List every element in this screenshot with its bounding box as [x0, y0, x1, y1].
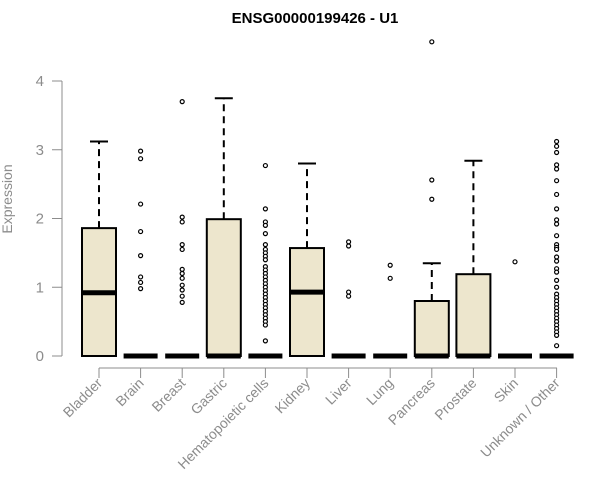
outlier-point	[262, 231, 268, 237]
outlier-point	[179, 214, 185, 220]
y-ticks: 0 1 2 3 4	[36, 73, 62, 365]
outlier-point	[138, 156, 144, 162]
outlier-point	[553, 191, 560, 198]
outlier-point	[429, 196, 435, 202]
outlier-point	[179, 270, 185, 277]
outlier-point	[553, 233, 560, 239]
outlier-point	[387, 262, 393, 268]
outlier-point	[262, 322, 268, 328]
outlier-point	[387, 275, 393, 281]
y-tick-label: 4	[36, 73, 44, 90]
x-tick-label: Lung	[363, 375, 396, 408]
outlier-point	[179, 275, 185, 281]
x-tick-label: Breast	[148, 375, 188, 415]
outlier-point	[512, 259, 518, 265]
outlier-point	[262, 162, 268, 169]
x-tick-label: Brain	[112, 375, 146, 409]
x-tick-label: Prostate	[431, 375, 479, 423]
box-group	[331, 239, 366, 359]
x-tick-label: Kidney	[272, 375, 314, 417]
box-group	[165, 99, 200, 359]
box-group	[123, 148, 158, 359]
outlier-point	[262, 257, 268, 263]
outlier-point	[429, 177, 435, 183]
box-group	[455, 159, 492, 359]
outlier-point	[553, 254, 560, 260]
outlier-point	[262, 206, 268, 212]
outlier-point	[179, 299, 185, 305]
outlier-point	[138, 201, 144, 207]
x-tick-label: Skin	[491, 375, 522, 406]
outlier-point	[179, 246, 185, 253]
box	[455, 273, 492, 357]
outlier-point	[346, 239, 352, 245]
y-tick-label: 3	[36, 142, 44, 159]
box-group	[205, 97, 242, 359]
box-group	[81, 140, 117, 357]
y-tick-label: 2	[36, 211, 44, 228]
box-group	[248, 162, 283, 359]
outlier-point	[346, 293, 352, 299]
x-tick-label: Bladder	[60, 375, 106, 421]
outlier-point	[179, 293, 185, 299]
y-axis-label: Expression	[0, 164, 15, 233]
outlier-point	[553, 149, 560, 156]
outlier-point	[553, 343, 560, 349]
outlier-point	[553, 258, 560, 264]
outlier-point	[553, 269, 560, 275]
outlier-point	[179, 287, 185, 293]
outlier-point	[553, 277, 560, 283]
y-tick-label: 1	[36, 279, 44, 296]
box-group	[498, 259, 532, 359]
box-group	[373, 262, 408, 359]
outlier-point	[553, 284, 560, 290]
outlier-point	[138, 228, 144, 235]
outlier-point	[138, 279, 144, 286]
outlier-point	[553, 206, 560, 212]
box	[289, 247, 325, 357]
outlier-point	[138, 286, 144, 292]
outlier-point	[179, 99, 185, 105]
boxes	[81, 39, 574, 359]
outlier-point	[262, 222, 268, 228]
outlier-point	[553, 217, 560, 223]
outlier-point	[553, 138, 560, 145]
outlier-point	[346, 243, 352, 249]
outlier-point	[346, 289, 352, 295]
outlier-point	[553, 221, 560, 227]
box-group	[413, 39, 450, 359]
outlier-point	[179, 282, 185, 288]
outlier-point	[553, 166, 560, 172]
x-tick-label: Unknown / Other	[477, 375, 563, 461]
outlier-point	[179, 219, 185, 225]
box-group	[539, 138, 574, 359]
box	[413, 300, 450, 357]
outlier-point	[262, 242, 268, 248]
outlier-point	[179, 242, 185, 248]
outlier-point	[553, 332, 560, 338]
outlier-point	[179, 266, 185, 272]
outlier-point	[553, 178, 560, 184]
outlier-point	[262, 338, 268, 344]
outlier-point	[429, 39, 435, 45]
outlier-point	[138, 253, 144, 259]
box	[205, 218, 242, 357]
x-tick-label: Liver	[322, 375, 355, 408]
outlier-point	[138, 274, 144, 280]
outlier-point	[553, 162, 560, 168]
chart-title: ENSG00000199426 - U1	[232, 10, 399, 27]
y-tick-label: 0	[36, 348, 44, 365]
outlier-point	[553, 143, 560, 149]
outlier-point	[553, 246, 560, 253]
box-group	[289, 162, 325, 357]
outlier-point	[138, 148, 144, 154]
